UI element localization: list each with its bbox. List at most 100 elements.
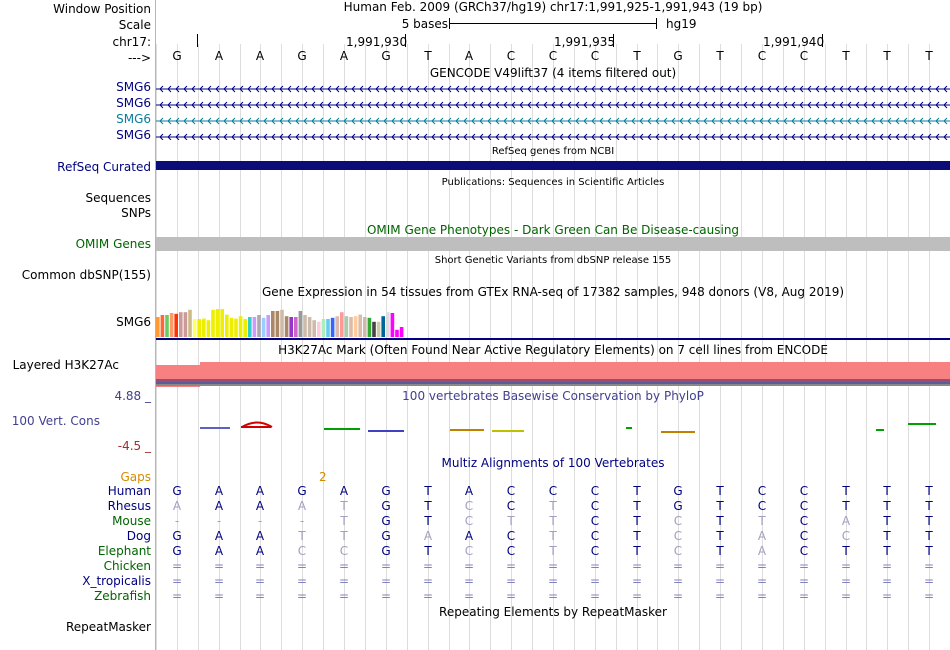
- alignment-base: A: [172, 499, 182, 513]
- gtex-tissue-bar: [367, 317, 372, 337]
- species-label[interactable]: Zebrafish: [94, 589, 151, 603]
- gtex-tissue-bar: [275, 311, 280, 337]
- alignment-base: =: [714, 589, 726, 603]
- ruler-tick-2: [613, 34, 614, 47]
- phylop-mark: [492, 430, 524, 432]
- track-image[interactable]: Human Feb. 2009 (GRCh37/hg19) chr17:1,99…: [156, 0, 950, 650]
- strand-chevrons: [159, 101, 948, 109]
- alignment-base: =: [798, 559, 810, 573]
- gtex-tissue-bar: [179, 312, 183, 337]
- h3k27ac-signal[interactable]: [156, 357, 950, 387]
- h3k27ac-label[interactable]: Layered H3K27Ac: [12, 358, 119, 372]
- gtex-tissue-bar: [160, 315, 165, 337]
- alignment-base: G: [381, 529, 391, 543]
- refseq-gene-bar[interactable]: [156, 161, 950, 170]
- dbsnp-label[interactable]: Common dbSNP(155): [21, 268, 151, 282]
- grid-line: [825, 44, 826, 650]
- grid-line: [762, 44, 763, 650]
- alignment-base: T: [883, 529, 891, 543]
- gtex-tissue-bar: [335, 316, 339, 337]
- phylop-mark: [626, 427, 632, 429]
- alignment-base: T: [925, 544, 933, 558]
- phylop-signal[interactable]: [156, 410, 950, 450]
- gtex-tissue-bar: [188, 309, 192, 337]
- alignment-base: =: [547, 589, 559, 603]
- alignment-base: -: [174, 514, 180, 528]
- gencode-transcripts[interactable]: [156, 80, 950, 140]
- omim-track-title: OMIM Gene Phenotypes - Dark Green Can Be…: [366, 223, 740, 237]
- scale-bar: [449, 23, 656, 24]
- alignment-base: =: [547, 559, 559, 573]
- gtex-tissue-bar: [298, 311, 303, 337]
- phylop-mark: [200, 427, 230, 429]
- phylop-peak: [241, 421, 273, 428]
- species-label[interactable]: Human: [107, 484, 151, 498]
- sequences-label[interactable]: Sequences: [85, 191, 151, 205]
- species-label[interactable]: Dog: [126, 529, 151, 543]
- species-label[interactable]: Rhesus: [107, 499, 151, 513]
- gtex-tissue-bar: [271, 311, 275, 337]
- reference-base: C: [799, 49, 809, 63]
- species-label[interactable]: Elephant: [97, 544, 151, 558]
- alignment-base: T: [340, 514, 348, 528]
- alignment-base: =: [296, 589, 308, 603]
- alignment-base: A: [757, 529, 767, 543]
- alignment-base: =: [213, 589, 225, 603]
- alignment-base: C: [841, 529, 851, 543]
- grid-line: [511, 44, 512, 650]
- phylop-mark: [368, 430, 404, 432]
- species-label[interactable]: X_tropicalis: [82, 574, 151, 588]
- phylop-mark: [241, 426, 271, 428]
- alignment-base: =: [463, 589, 475, 603]
- species-label[interactable]: Mouse: [112, 514, 151, 528]
- gtex-tissue-bar: [197, 319, 201, 337]
- gtex-tissue-bar: [363, 317, 367, 337]
- repeatmasker-label[interactable]: RepeatMasker: [65, 620, 151, 634]
- gtex-tissue-bar: [381, 316, 385, 337]
- alignment-base: T: [716, 484, 724, 498]
- alignment-base: C: [799, 529, 809, 543]
- gtex-tissue-bar: [229, 317, 234, 337]
- alignment-base: T: [633, 499, 641, 513]
- reference-base: T: [842, 49, 850, 63]
- ruler-tick-label-3: 1,991,940: [763, 35, 825, 49]
- alignment-base: =: [756, 559, 768, 573]
- gtex-tissue-bar: [326, 319, 330, 337]
- refseq-label[interactable]: RefSeq Curated: [57, 160, 151, 174]
- alignment-base: =: [672, 559, 684, 573]
- gencode-label-smg6-4[interactable]: SMG6: [116, 128, 151, 142]
- reference-base: C: [590, 49, 600, 63]
- reference-base: A: [339, 49, 349, 63]
- gtex-tissue-bar: [376, 321, 381, 337]
- grid-line: [407, 44, 408, 650]
- gtex-gene-label[interactable]: SMG6: [116, 315, 151, 329]
- grid-line: [720, 44, 721, 650]
- gtex-tissue-bar: [294, 317, 298, 337]
- ruler-tick-1: [405, 34, 406, 47]
- alignment-base: C: [673, 529, 683, 543]
- omim-label[interactable]: OMIM Genes: [75, 237, 151, 251]
- alignment-base: =: [422, 589, 434, 603]
- gtex-tissue-bar: [266, 315, 270, 337]
- grid-line: [449, 44, 450, 650]
- grid-line: [490, 44, 491, 650]
- alignment-base: G: [381, 514, 391, 528]
- species-label[interactable]: Chicken: [103, 559, 151, 573]
- alignment-base: T: [716, 514, 724, 528]
- ruler-tick-start: [197, 34, 198, 47]
- gaps-label[interactable]: Gaps: [120, 470, 151, 484]
- grid-line: [553, 44, 554, 650]
- cons-label[interactable]: 100 Vert. Cons: [11, 414, 100, 428]
- gencode-label-smg6-3[interactable]: SMG6: [116, 112, 151, 126]
- alignment-base: =: [422, 559, 434, 573]
- gtex-expression-chart[interactable]: [156, 297, 950, 337]
- reference-base: T: [925, 49, 933, 63]
- gtex-tissue-bar: [257, 315, 261, 337]
- omim-gene-bar[interactable]: [156, 237, 950, 251]
- gencode-label-smg6-1[interactable]: SMG6: [116, 80, 151, 94]
- alignment-base: =: [714, 574, 726, 588]
- repeatmasker-track-title: Repeating Elements by RepeatMasker: [439, 605, 667, 619]
- snps-label[interactable]: SNPs: [121, 206, 151, 220]
- gencode-label-smg6-2[interactable]: SMG6: [116, 96, 151, 110]
- gtex-tissue-bar: [312, 320, 316, 337]
